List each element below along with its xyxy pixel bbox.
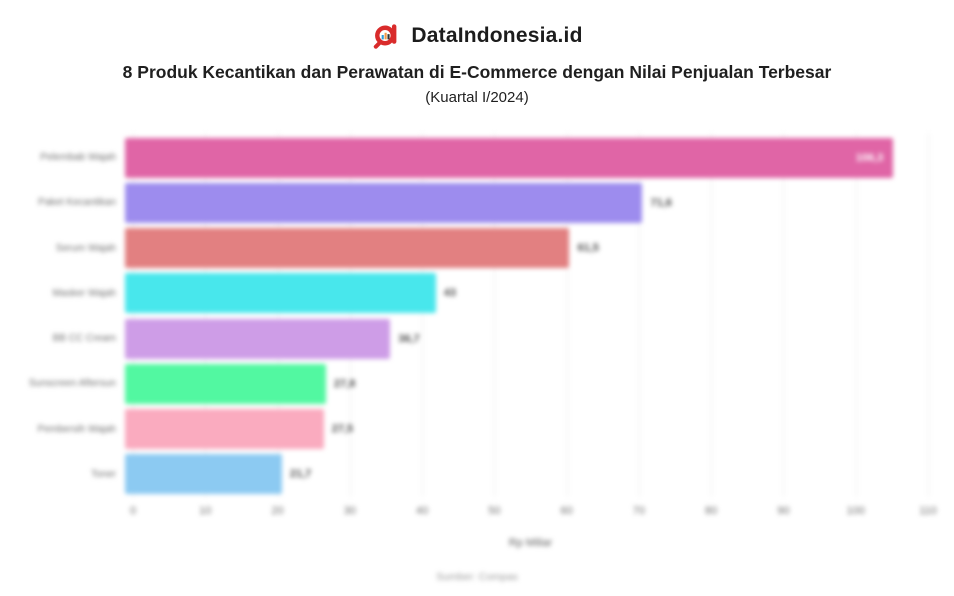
bar-track: 27,5 [125,409,920,450]
gridline [783,133,785,497]
category-label: Paket Kecantikan [38,197,116,209]
value-label: 43 [443,287,457,300]
bar: 43 [125,273,456,314]
x-tick-label: 40 [415,505,429,517]
x-tick-label: 100 [846,505,865,517]
value-label: 106,3 [855,151,884,164]
source-credit: Sumber: Compas [436,571,518,583]
bar-row: Serum Wajah 61,5 [0,226,954,271]
bar: 27,8 [125,363,355,404]
bar: 21,7 [125,454,311,495]
bar-row: Toner 21,7 [0,452,954,497]
category-label: Toner [90,468,116,480]
bar-row: Pembersih Wajah 27,5 [0,407,954,452]
value-label: 27,8 [333,377,356,390]
category-label: Pelembab Wajah [40,152,116,164]
gridline [638,133,640,497]
bar-track: 106,3 [125,137,920,178]
category-label: Pembersih Wajah [37,423,116,435]
brand-header: DataIndonesia.id [0,20,954,51]
value-label: 61,5 [577,242,599,255]
category-label: Serum Wajah [55,242,116,254]
value-label: 36,7 [398,332,420,345]
chart-subtitle: (Kuartal I/2024) [425,89,529,106]
x-tick-label: 20 [271,505,284,517]
bar-row: Sunscreen Aftersun 27,8 [0,361,954,406]
gridline [349,133,351,497]
gridline [205,133,207,497]
bar: 36,7 [125,318,420,359]
chart-title: 8 Produk Kecantikan dan Perawatan di E-C… [122,62,832,82]
gridline [422,133,424,497]
value-label: 71,6 [650,196,672,209]
x-axis-ticks: 0 10 20 30 40 50 60 70 80 90 100 110 [0,505,954,521]
x-tick-label: 70 [632,505,646,517]
bar-track: 21,7 [125,454,920,495]
x-tick-label: 110 [919,505,937,517]
bar-track: 43 [125,273,920,314]
gridline [133,133,134,497]
x-tick-label: 90 [777,505,790,517]
gridline [494,133,496,497]
x-tick-label: 50 [488,505,501,517]
bar-track: 61,5 [125,228,920,269]
x-tick-label: 10 [199,505,212,517]
gridline [566,133,568,497]
x-tick-label: 0 [129,505,137,517]
x-tick-label: 80 [705,505,718,517]
gridline [711,133,713,497]
category-label: Sunscreen Aftersun [28,378,116,390]
dataindonesia-logo-icon [374,24,397,49]
gridlines [133,133,929,497]
bar: 106,3 [125,137,894,178]
brand-name: DataIndonesia.id [411,23,583,47]
gridline [277,133,279,497]
value-label: 21,7 [289,468,312,481]
bar: 71,6 [125,182,672,223]
x-axis-label: Rp Miliar [508,537,553,549]
bar-track: 27,8 [125,363,920,404]
gridline [928,133,929,497]
bar-track: 36,7 [125,318,920,359]
x-tick-label: 30 [343,505,356,517]
bar-chart: Pelembab Wajah 106,3 Paket Kecantikan 71,6 S… [0,135,954,497]
bar-track: 71,6 [125,182,920,223]
category-label: Masker Wajah [52,287,116,299]
bar-row: BB CC Cream 36,7 [0,316,954,361]
x-tick-label: 60 [560,505,573,517]
bar-row: Masker Wajah 43 [0,271,954,316]
value-label: 27,5 [331,423,354,436]
bar-row: Paket Kecantikan 71,6 [0,180,954,225]
category-label: BB CC Cream [52,333,116,345]
bar: 61,5 [125,228,599,269]
gridline [855,133,857,497]
bar: 27,5 [125,409,353,450]
bar-row: Pelembab Wajah 106,3 [0,135,954,180]
